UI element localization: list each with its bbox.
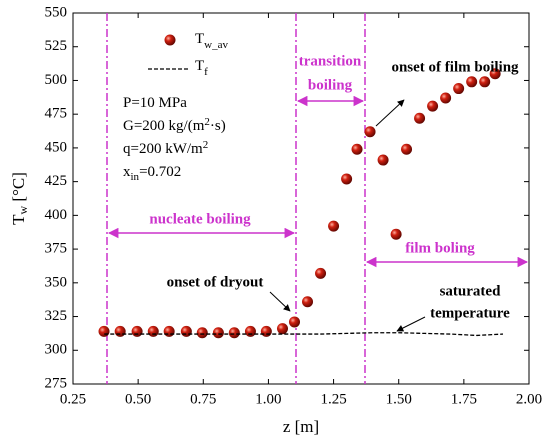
parameter-part: G=200 kg/(m <box>123 118 205 134</box>
x-tick-label: 1.50 <box>386 391 412 407</box>
y-tick-label: 525 <box>45 38 68 54</box>
data-point <box>315 267 327 279</box>
annotation: onset of dryout <box>167 274 264 290</box>
x-tick-label: 0.75 <box>190 391 216 407</box>
data-point <box>351 143 363 155</box>
data-point <box>114 325 126 337</box>
data-point <box>260 325 272 337</box>
data-point <box>212 327 224 339</box>
y-axis-label-rest: [°C] <box>9 172 28 206</box>
y-tick-label: 475 <box>45 106 68 122</box>
annotation: temperature <box>430 305 510 321</box>
data-point <box>453 83 465 95</box>
y-axis-label: Tw [°C] <box>9 172 30 225</box>
parameter-sup: 2 <box>204 116 210 128</box>
annotation: transition <box>299 53 362 69</box>
legend-label: Tf <box>195 58 208 77</box>
data-point <box>131 325 143 337</box>
data-point <box>401 143 413 155</box>
data-point <box>390 228 402 240</box>
x-axis-label: z [m] <box>283 417 319 436</box>
data-point <box>228 327 240 339</box>
data-point <box>341 173 353 185</box>
data-point <box>147 325 159 337</box>
legend-name: T <box>195 58 204 74</box>
data-line <box>104 332 503 337</box>
y-axis-label-main: T <box>9 214 28 225</box>
y-tick-label: 325 <box>45 308 68 324</box>
legend-label: Tw_av <box>195 31 228 50</box>
parameter-part: =0.702 <box>139 164 181 180</box>
parameter-part: P=10 MPa <box>123 95 187 111</box>
y-tick-label: 300 <box>45 342 68 358</box>
x-tick-label: 1.25 <box>320 391 346 407</box>
y-tick-label: 550 <box>45 4 68 20</box>
data-point <box>163 325 175 337</box>
y-tick-label: 350 <box>45 274 68 290</box>
annotation: onset of film boiling <box>391 59 519 75</box>
data-point <box>244 325 256 337</box>
y-tick-label: 450 <box>45 139 68 155</box>
legend-name: T <box>195 31 204 47</box>
annotation: film boling <box>405 240 475 256</box>
data-point <box>414 112 426 124</box>
parameter-part: x <box>123 164 131 180</box>
data-point <box>196 327 208 339</box>
annotation-arrow <box>269 291 291 312</box>
legend-sub: w_av <box>204 39 228 51</box>
annotation: saturated <box>440 283 501 299</box>
data-point <box>489 68 501 80</box>
x-tick-label: 1.00 <box>255 391 281 407</box>
data-point <box>328 220 340 232</box>
data-point <box>364 126 376 138</box>
parameter-text: q=200 kW/m2 <box>123 139 208 158</box>
y-tick-label: 400 <box>45 207 68 223</box>
data-point <box>377 154 389 166</box>
parameter-text: G=200 kg/(m2·s) <box>123 116 226 135</box>
data-point <box>440 92 452 104</box>
legend-marker <box>164 34 176 46</box>
parameter-text: P=10 MPa <box>123 95 187 111</box>
annotation: nucleate boiling <box>149 211 251 227</box>
annotation-arrow <box>396 316 426 332</box>
y-tick-label: 375 <box>45 241 68 257</box>
data-point <box>479 76 491 88</box>
y-tick-label: 500 <box>45 72 68 88</box>
y-tick-label: 425 <box>45 173 68 189</box>
parameter-sup: 2 <box>203 139 209 151</box>
annotation-arrow <box>375 99 405 127</box>
data-point <box>288 316 300 328</box>
data-point <box>302 296 314 308</box>
data-point <box>427 100 439 112</box>
data-point <box>180 325 192 337</box>
data-point <box>466 76 478 88</box>
x-tick-label: 0.25 <box>60 391 86 407</box>
parameter-sub: in <box>131 171 140 183</box>
parameter-part: q=200 kW/m <box>123 141 203 157</box>
annotation: boiling <box>308 77 353 93</box>
x-tick-label: 1.75 <box>451 391 477 407</box>
parameter-part: ·s) <box>210 118 226 134</box>
data-point <box>98 325 110 337</box>
y-tick-label: 275 <box>45 375 68 391</box>
legend-sub: f <box>204 66 208 78</box>
parameter-text: xin=0.702 <box>123 164 181 182</box>
y-axis-label-sub: w <box>16 206 30 215</box>
x-tick-label: 2.00 <box>516 391 542 407</box>
x-tick-label: 0.50 <box>125 391 151 407</box>
plot-frame <box>72 12 530 385</box>
data-point <box>276 323 288 335</box>
